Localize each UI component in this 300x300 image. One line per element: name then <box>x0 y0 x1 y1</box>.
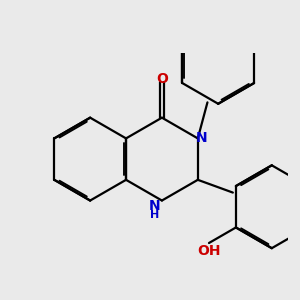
Text: O: O <box>156 72 168 86</box>
Text: N: N <box>196 131 207 146</box>
Text: OH: OH <box>197 244 221 258</box>
Text: H: H <box>150 210 160 220</box>
Text: N: N <box>149 199 161 213</box>
